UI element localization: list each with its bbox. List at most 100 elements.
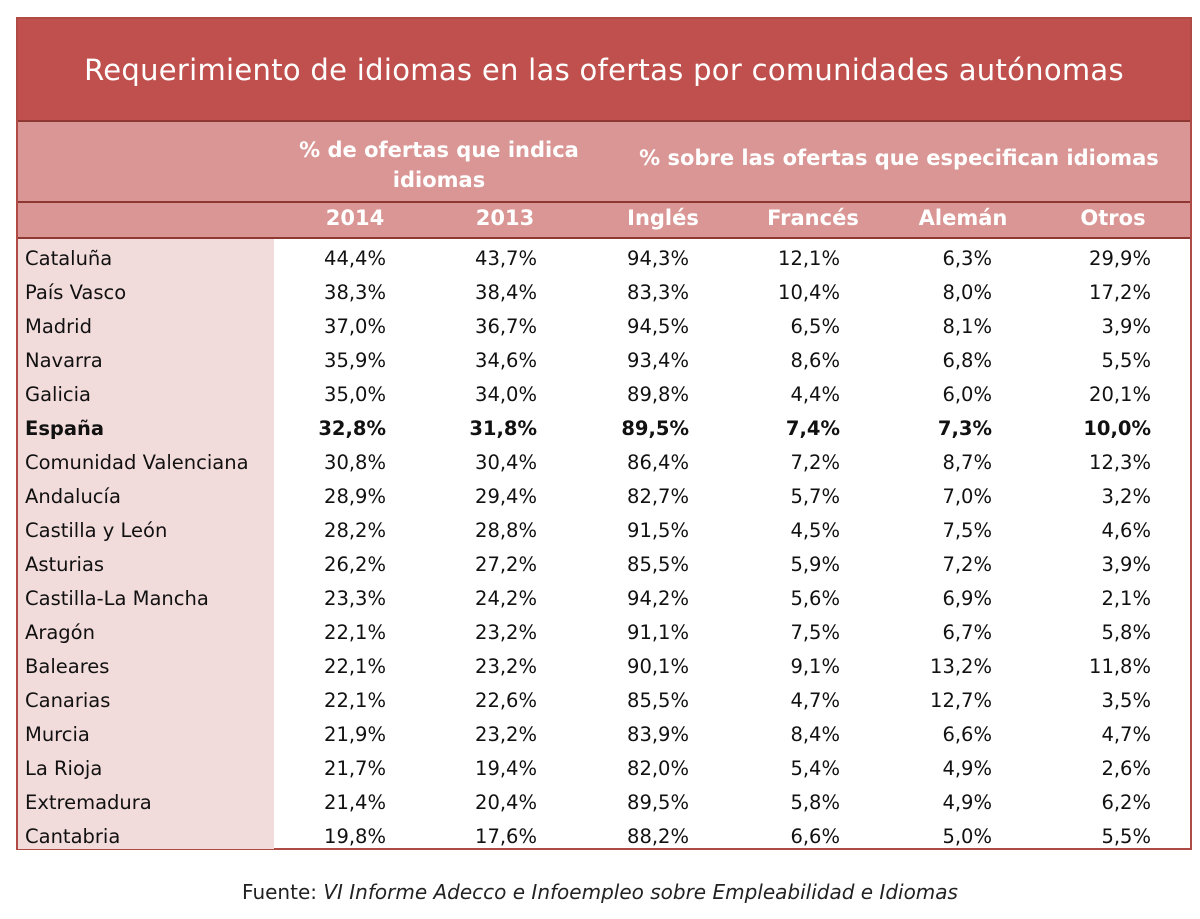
table-cell: 36,7% <box>475 315 537 338</box>
table-cell: 8,4% <box>790 723 840 746</box>
row-label: Castilla-La Mancha <box>25 587 209 610</box>
table-cell: 5,8% <box>1101 621 1151 644</box>
header-group-row: % de ofertas que indica idiomas % sobre … <box>18 122 1190 203</box>
table-row: País Vasco 38,3% 38,4% 83,3% 10,4% 8,0% 17,2% <box>18 275 1190 309</box>
table-row: Castilla-La Mancha 23,3% 24,2% 94,2% 5,6% 6,9… <box>18 581 1190 615</box>
table-cell: 10,0% <box>1083 417 1151 440</box>
table-cell: 28,8% <box>475 519 537 542</box>
table-body: Cataluña 44,4% 43,7% 94,3% 12,1% 6,3% 29,9% Paí… <box>18 241 1190 853</box>
table-cell: 4,6% <box>1101 519 1151 542</box>
table-cell: 4,7% <box>1101 723 1151 746</box>
table-cell: 2,6% <box>1101 757 1151 780</box>
table-cell: 89,8% <box>627 383 689 406</box>
table-cell: 35,0% <box>324 383 386 406</box>
table-cell: 29,9% <box>1089 247 1151 270</box>
table-row: Aragón 22,1% 23,2% 91,1% 7,5% 6,7% 5,8% <box>18 615 1190 649</box>
table-cell: 17,2% <box>1089 281 1151 304</box>
table-cell: 8,7% <box>942 451 992 474</box>
table-cell: 44,4% <box>324 247 386 270</box>
row-label: Cantabria <box>25 825 121 848</box>
header-group-especifican-idiomas: % sobre las ofertas que especifican idio… <box>639 146 1159 170</box>
table-cell: 34,0% <box>475 383 537 406</box>
table-cell: 7,5% <box>942 519 992 542</box>
row-label: Galicia <box>25 383 91 406</box>
table-cell: 6,7% <box>942 621 992 644</box>
table-cell: 8,1% <box>942 315 992 338</box>
table-row: Canarias 22,1% 22,6% 85,5% 4,7% 12,7% 3,5% <box>18 683 1190 717</box>
row-label: La Rioja <box>25 757 103 780</box>
table-cell: 4,4% <box>790 383 840 406</box>
table-cell: 23,2% <box>475 723 537 746</box>
table-cell: 5,4% <box>790 757 840 780</box>
table-cell: 85,5% <box>627 553 689 576</box>
table-cell: 34,6% <box>475 349 537 372</box>
table-cell: 91,5% <box>627 519 689 542</box>
table-row: Castilla y León 28,2% 28,8% 91,5% 4,5% 7,5% 4,… <box>18 513 1190 547</box>
table-cell: 7,4% <box>785 417 840 440</box>
table-cell: 21,4% <box>324 791 386 814</box>
table-cell: 20,1% <box>1089 383 1151 406</box>
table-cell: 83,3% <box>627 281 689 304</box>
table-cell: 8,0% <box>942 281 992 304</box>
table-cell: 12,3% <box>1089 451 1151 474</box>
table-cell: 5,9% <box>790 553 840 576</box>
table-cell: 6,0% <box>942 383 992 406</box>
table-title: Requerimiento de idiomas en las ofertas … <box>84 52 1124 87</box>
table-cell: 3,9% <box>1101 315 1151 338</box>
table-cell: 7,0% <box>942 485 992 508</box>
row-label: Andalucía <box>25 485 121 508</box>
row-label: España <box>25 417 105 440</box>
table-cell: 11,8% <box>1089 655 1151 678</box>
table-cell: 21,9% <box>324 723 386 746</box>
row-label: Aragón <box>25 621 95 644</box>
table-cell: 9,1% <box>790 655 840 678</box>
header-col-2014: 2014 <box>325 206 385 230</box>
table-row: Madrid 37,0% 36,7% 94,5% 6,5% 8,1% 3,9% <box>18 309 1190 343</box>
table-cell: 5,0% <box>942 825 992 848</box>
row-label: Madrid <box>25 315 92 338</box>
table-cell: 86,4% <box>627 451 689 474</box>
table-cell: 6,8% <box>942 349 992 372</box>
table-cell: 17,6% <box>475 825 537 848</box>
header-col-aleman: Alemán <box>918 206 1008 230</box>
table-cell: 20,4% <box>475 791 537 814</box>
table-cell: 3,9% <box>1101 553 1151 576</box>
table-row: Comunidad Valenciana 30,8% 30,4% 86,4% 7,2% 8… <box>18 445 1190 479</box>
header-group-ofertas-idiomas: % de ofertas que indica idiomas <box>299 138 579 192</box>
row-label: País Vasco <box>25 281 127 304</box>
table-cell: 30,8% <box>324 451 386 474</box>
table-cell: 94,2% <box>627 587 689 610</box>
row-label: Comunidad Valenciana <box>25 451 249 474</box>
table-cell: 88,2% <box>627 825 689 848</box>
source-label: Fuente: <box>242 880 317 904</box>
table-cell: 4,5% <box>790 519 840 542</box>
source-text: VI Informe Adecco e Infoempleo sobre Emp… <box>323 880 958 904</box>
table-cell: 21,7% <box>324 757 386 780</box>
table-row: España 32,8% 31,8% 89,5% 7,4% 7,3% 10,0% <box>18 411 1190 445</box>
table-cell: 22,1% <box>324 689 386 712</box>
header-col-otros: Otros <box>1080 206 1146 230</box>
row-label: Murcia <box>25 723 90 746</box>
table-cell: 6,6% <box>942 723 992 746</box>
table-cell: 12,7% <box>930 689 992 712</box>
table-cell: 89,5% <box>627 791 689 814</box>
table-row: Cataluña 44,4% 43,7% 94,3% 12,1% 6,3% 29,9% <box>18 241 1190 275</box>
table-cell: 82,0% <box>627 757 689 780</box>
table-cell: 82,7% <box>627 485 689 508</box>
table-cell: 26,2% <box>324 553 386 576</box>
table-cell: 4,9% <box>942 757 992 780</box>
table-cell: 43,7% <box>475 247 537 270</box>
table-cell: 4,7% <box>790 689 840 712</box>
table-row: Baleares 22,1% 23,2% 90,1% 9,1% 13,2% 11,8% <box>18 649 1190 683</box>
table-cell: 5,8% <box>790 791 840 814</box>
table-cell: 23,2% <box>475 621 537 644</box>
table-cell: 38,4% <box>475 281 537 304</box>
table-cell: 94,5% <box>627 315 689 338</box>
table-cell: 4,9% <box>942 791 992 814</box>
table-cell: 37,0% <box>324 315 386 338</box>
header-columns-row: 2014 2013 Inglés Francés Alemán Otros <box>18 203 1190 239</box>
table-cell: 93,4% <box>627 349 689 372</box>
table-cell: 10,4% <box>778 281 840 304</box>
title-bar: Requerimiento de idiomas en las ofertas … <box>18 19 1190 122</box>
table-row: Extremadura 21,4% 20,4% 89,5% 5,8% 4,9% 6,2% <box>18 785 1190 819</box>
